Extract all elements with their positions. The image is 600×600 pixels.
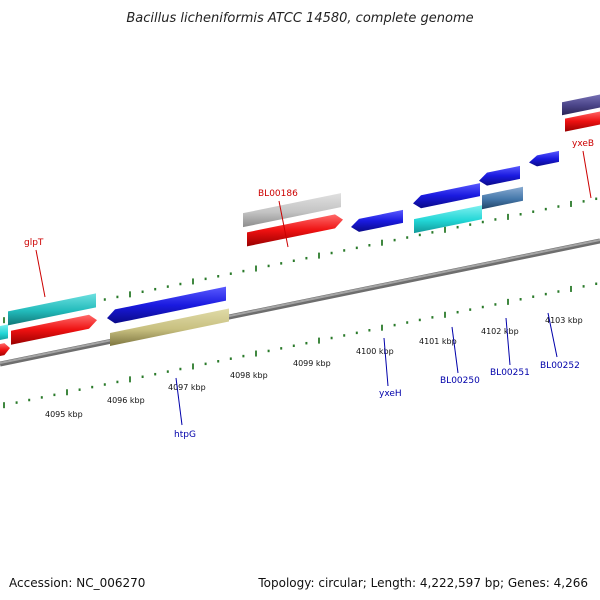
gene-arrow-cyan-edge xyxy=(0,324,8,340)
accession-text: Accession: NC_006270 xyxy=(9,576,146,590)
gene-label-yxeb: yxeB xyxy=(572,139,594,149)
scale-labels: 4095 kbp 4096 kbp 4097 kbp 4098 kbp 4099 kbp… xyxy=(45,316,583,419)
gene-arrow-blue-2 xyxy=(413,183,480,209)
scale-label: 4102 kbp xyxy=(481,327,519,336)
scale-label: 4096 kbp xyxy=(107,396,145,405)
backbone-highlight xyxy=(0,239,600,364)
scale-label: 4095 kbp xyxy=(45,410,83,419)
scale-label: 4098 kbp xyxy=(230,371,268,380)
gene-label-bl00252: BL00252 xyxy=(540,361,580,371)
feature-red-yxeb xyxy=(565,111,600,132)
gene-callout-line-bl00251 xyxy=(505,317,511,366)
gene-arrow-bl00250 xyxy=(414,205,482,234)
gene-callout-line-bl00186 xyxy=(278,200,289,248)
map-title: Bacillus licheniformis ATCC 14580, compl… xyxy=(126,11,473,26)
genome-backbone xyxy=(0,238,600,367)
gene-callout-line-glpt xyxy=(35,249,46,298)
gene-arrow-glpt xyxy=(8,293,96,326)
scale-label: 4099 kbp xyxy=(293,359,331,368)
gene-arrow-htpg xyxy=(110,308,229,346)
feature-red-edge xyxy=(0,343,10,357)
gene-labels: glpT BL00186 yxeB htpG yxeH BL00250 BL00251 BL0… xyxy=(24,139,594,440)
feature-red-bl00186 xyxy=(247,214,343,247)
gene-callout-line-htpg xyxy=(175,377,183,426)
gene-arrow-yxeb xyxy=(562,94,600,116)
feature-red-glpt xyxy=(11,314,97,345)
gene-arrow-blue-3 xyxy=(479,165,520,186)
scale-label: 4100 kbp xyxy=(356,347,394,356)
scale-label: 4103 kbp xyxy=(545,316,583,325)
gene-arrow-bl00252 xyxy=(529,150,559,167)
gene-callout-line-bl00252 xyxy=(547,312,558,358)
gene-label-bl00186: BL00186 xyxy=(258,189,298,199)
gene-arrow-blue-1 xyxy=(107,286,226,324)
gene-label-glpt: glpT xyxy=(24,238,44,248)
scale-label: 4097 kbp xyxy=(168,383,206,392)
gene-callout-line-yxeh xyxy=(383,337,389,387)
gene-label-bl00251: BL00251 xyxy=(490,368,530,378)
gene-callout-line-yxeb xyxy=(582,150,592,199)
scale-label: 4101 kbp xyxy=(419,337,457,346)
genome-summary-text: Topology: circular; Length: 4,222,597 bp… xyxy=(258,576,588,590)
gene-callout-line-bl00250 xyxy=(451,326,459,374)
gene-arrow-yxeh xyxy=(351,209,403,232)
reverse-tick-row xyxy=(3,282,598,409)
gene-label-htpg: htpG xyxy=(174,430,196,440)
gene-label-bl00250: BL00250 xyxy=(440,376,480,386)
gene-arrow-bl00251 xyxy=(482,186,523,210)
gene-arrow-bl00186 xyxy=(243,193,341,228)
gene-features xyxy=(0,94,600,357)
gene-label-yxeh: yxeH xyxy=(379,389,402,399)
